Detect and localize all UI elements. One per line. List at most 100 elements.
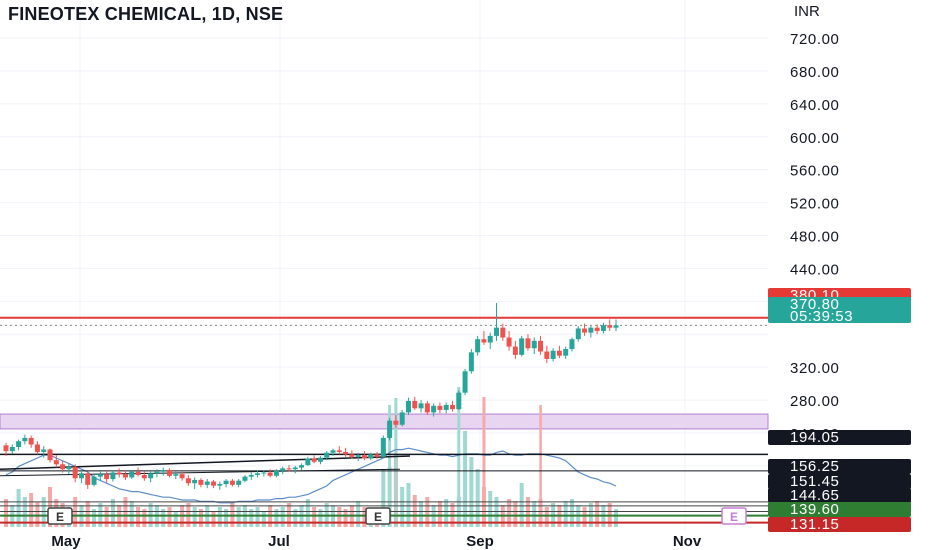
candle-body [563, 349, 569, 356]
volume-bar [261, 511, 266, 527]
currency-label: INR [794, 3, 820, 20]
candle-body [173, 474, 179, 476]
volume-bar [356, 501, 361, 527]
price-label-bg [768, 430, 911, 445]
event-label: E [374, 510, 382, 524]
rsi-indicator [5, 447, 617, 504]
candle-body [141, 474, 147, 479]
volume-bar [469, 457, 474, 527]
price-label: 151.45 [768, 473, 911, 490]
price-tick-label: 280.00 [790, 393, 839, 410]
candle-body [330, 450, 336, 453]
candle-body [66, 466, 72, 470]
candle-body [575, 328, 581, 340]
candle-body [550, 350, 556, 359]
time-tick-label: Jul [268, 533, 290, 550]
candle-body [60, 464, 66, 470]
volume-bar [198, 509, 203, 527]
candle-body [28, 437, 34, 445]
candle-body [368, 454, 374, 459]
price-label-bg [768, 517, 911, 532]
event-marker[interactable]: E [47, 507, 73, 525]
candle-body [41, 449, 47, 452]
volume-bar [463, 431, 468, 527]
candle-body [104, 474, 110, 480]
candle-body [538, 340, 544, 352]
volume-bar [274, 509, 279, 527]
price-label: 156.25 [768, 458, 911, 475]
candle-body [336, 450, 342, 452]
candle-body [531, 340, 537, 349]
volume-bar [614, 509, 618, 527]
price-label: 139.60 [768, 501, 911, 518]
candle-body [122, 474, 128, 478]
candle-body [506, 337, 512, 347]
time-axis: May Jul Sep Nov [51, 533, 701, 550]
event-marker[interactable]: E [721, 507, 747, 525]
candle-body [468, 352, 474, 372]
price-label-text: 151.45 [790, 473, 839, 490]
volume-bar [211, 511, 216, 527]
candle-body [248, 474, 254, 477]
volume-bar [400, 487, 405, 527]
volume-bar [513, 501, 518, 527]
candle-body [443, 405, 449, 410]
candle-body [261, 472, 267, 474]
candle-body [399, 412, 405, 425]
candle-body [456, 392, 462, 410]
volume-bar [85, 501, 90, 527]
candle-body [600, 325, 606, 331]
candle-body [311, 458, 317, 462]
volume-bar [569, 499, 574, 527]
volume-bar [507, 499, 512, 527]
candle-body [418, 403, 424, 409]
support-zone [0, 413, 769, 430]
volume-bar [224, 509, 229, 527]
candle-body [380, 437, 386, 457]
candle-body [412, 400, 418, 409]
candle-body [16, 441, 22, 447]
candle-body [487, 335, 493, 343]
volume-bar [563, 501, 568, 527]
volume-bar [525, 497, 530, 527]
volume-bar [437, 501, 442, 527]
candle-body [72, 466, 78, 479]
candle-body [91, 476, 97, 485]
candle-body [78, 473, 84, 479]
candle-body [449, 405, 455, 410]
candle-body [97, 474, 103, 477]
candle-body [217, 484, 223, 486]
price-tick-label: 600.00 [790, 130, 839, 147]
volume-bar [35, 502, 40, 527]
time-tick-label: Nov [673, 533, 702, 550]
price-label-text: 370.80 [790, 296, 839, 313]
volume-bar [318, 509, 323, 527]
price-label-text: 131.15 [790, 516, 839, 533]
volume-bar [123, 497, 128, 527]
volume-bar [29, 493, 34, 527]
volume-bar [73, 497, 78, 527]
volume-spike [394, 398, 398, 527]
event-marker[interactable]: E [365, 507, 391, 525]
candlesticks [3, 302, 619, 490]
volume-spike [388, 405, 392, 527]
candle-body [267, 472, 273, 476]
countdown-label: 05:39:53 [790, 308, 853, 325]
volume-bar [236, 507, 241, 527]
candle-body [582, 328, 588, 333]
price-label-text: 194.05 [790, 429, 839, 446]
candle-body [512, 346, 518, 355]
volume-bar [104, 507, 109, 527]
volume-spike [539, 405, 542, 527]
volume-spike [482, 397, 486, 527]
rsi-line [5, 447, 617, 504]
price-label-text: 144.65 [790, 487, 839, 504]
candle-body [192, 479, 198, 484]
candle-body [317, 457, 323, 462]
candle-body [273, 470, 279, 476]
candle-body [594, 327, 600, 331]
price-label: 144.65 [768, 487, 911, 504]
